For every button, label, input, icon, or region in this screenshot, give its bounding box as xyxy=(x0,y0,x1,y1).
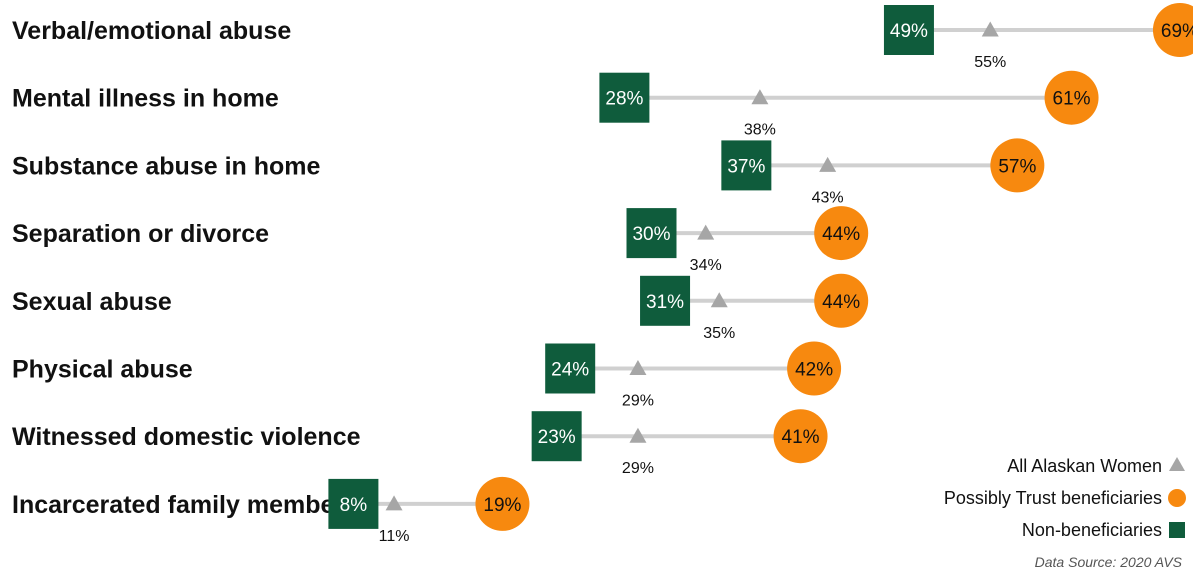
category-label: Verbal/emotional abuse xyxy=(12,17,291,45)
square-marker xyxy=(599,72,650,123)
circle-marker xyxy=(990,138,1045,193)
circle-marker xyxy=(787,341,842,396)
triangle-value-label: 29% xyxy=(622,460,654,477)
category-label: Witnessed domestic violence xyxy=(12,423,361,451)
triangle-value-label: 29% xyxy=(622,393,654,410)
circle-marker xyxy=(814,206,869,261)
legend-label: Possibly Trust beneficiaries xyxy=(944,488,1162,508)
triangle-value-label: 43% xyxy=(812,189,844,206)
square-marker xyxy=(640,275,691,326)
chart-row: Physical abuse 29% 24% 42% xyxy=(12,341,842,410)
circle-marker xyxy=(814,273,869,328)
legend-label: Non-beneficiaries xyxy=(1022,520,1162,540)
circle-value-label: 42% xyxy=(795,360,833,381)
square-value-label: 28% xyxy=(605,89,643,110)
circle-value-label: 19% xyxy=(483,495,521,516)
category-label: Mental illness in home xyxy=(12,85,279,113)
square-marker xyxy=(626,208,677,259)
square-value-label: 8% xyxy=(340,495,368,516)
source-note: Data Source: 2020 AVS xyxy=(1035,554,1183,570)
circle-value-label: 57% xyxy=(998,156,1036,177)
square-value-label: 31% xyxy=(646,292,684,313)
category-label: Incarcerated family member xyxy=(12,491,344,519)
legend-label: All Alaskan Women xyxy=(1007,456,1162,476)
square-marker xyxy=(328,478,379,529)
triangle-marker xyxy=(819,156,837,172)
square-marker xyxy=(721,140,772,191)
chart-row: Incarcerated family member 11% 8% 19% xyxy=(12,476,530,545)
circle-marker xyxy=(1044,70,1099,125)
square-value-label: 24% xyxy=(551,360,589,381)
triangle-value-label: 55% xyxy=(974,54,1006,71)
circle-value-label: 69% xyxy=(1161,21,1193,42)
square-marker xyxy=(531,411,582,462)
legend-circle-icon xyxy=(1168,489,1186,507)
square-marker xyxy=(545,343,596,394)
triangle-marker xyxy=(697,224,715,240)
chart-row: Verbal/emotional abuse 55% 49% 69% xyxy=(12,3,1193,71)
circle-marker xyxy=(1152,3,1193,57)
chart-row: Witnessed domestic violence 29% 23% 41% xyxy=(12,409,828,477)
category-label: Separation or divorce xyxy=(12,220,269,248)
chart-row: Separation or divorce 34% 30% 44% xyxy=(12,206,869,274)
triangle-marker xyxy=(629,427,647,443)
category-label: Physical abuse xyxy=(12,356,193,384)
chart-row: Substance abuse in home 43% 37% 57% xyxy=(12,138,1045,206)
chart-row: Sexual abuse 35% 31% 44% xyxy=(12,273,869,342)
triangle-value-label: 11% xyxy=(379,528,410,545)
legend: All Alaskan Women Possibly Trust benefici… xyxy=(944,456,1186,540)
triangle-marker xyxy=(629,360,647,375)
legend-square-icon xyxy=(1169,522,1185,538)
square-value-label: 37% xyxy=(727,156,765,177)
circle-value-label: 44% xyxy=(822,292,860,313)
triangle-marker xyxy=(385,495,403,511)
square-marker xyxy=(883,5,934,55)
triangle-value-label: 34% xyxy=(690,257,722,274)
square-value-label: 49% xyxy=(890,21,928,42)
circle-value-label: 61% xyxy=(1053,89,1091,110)
category-label: Substance abuse in home xyxy=(12,152,321,180)
chart-row: Mental illness in home 38% 28% 61% xyxy=(12,70,1099,139)
triangle-value-label: 35% xyxy=(703,325,735,342)
triangle-marker xyxy=(710,292,728,308)
triangle-marker xyxy=(981,21,999,37)
circle-marker xyxy=(475,476,530,531)
category-label: Sexual abuse xyxy=(12,288,172,316)
circle-marker xyxy=(773,409,828,464)
square-value-label: 23% xyxy=(538,427,576,448)
triangle-value-label: 38% xyxy=(744,122,776,139)
triangle-marker xyxy=(751,89,769,105)
square-value-label: 30% xyxy=(632,224,670,245)
circle-value-label: 41% xyxy=(782,427,820,448)
legend-triangle-icon xyxy=(1169,457,1185,471)
circle-value-label: 44% xyxy=(822,224,860,245)
